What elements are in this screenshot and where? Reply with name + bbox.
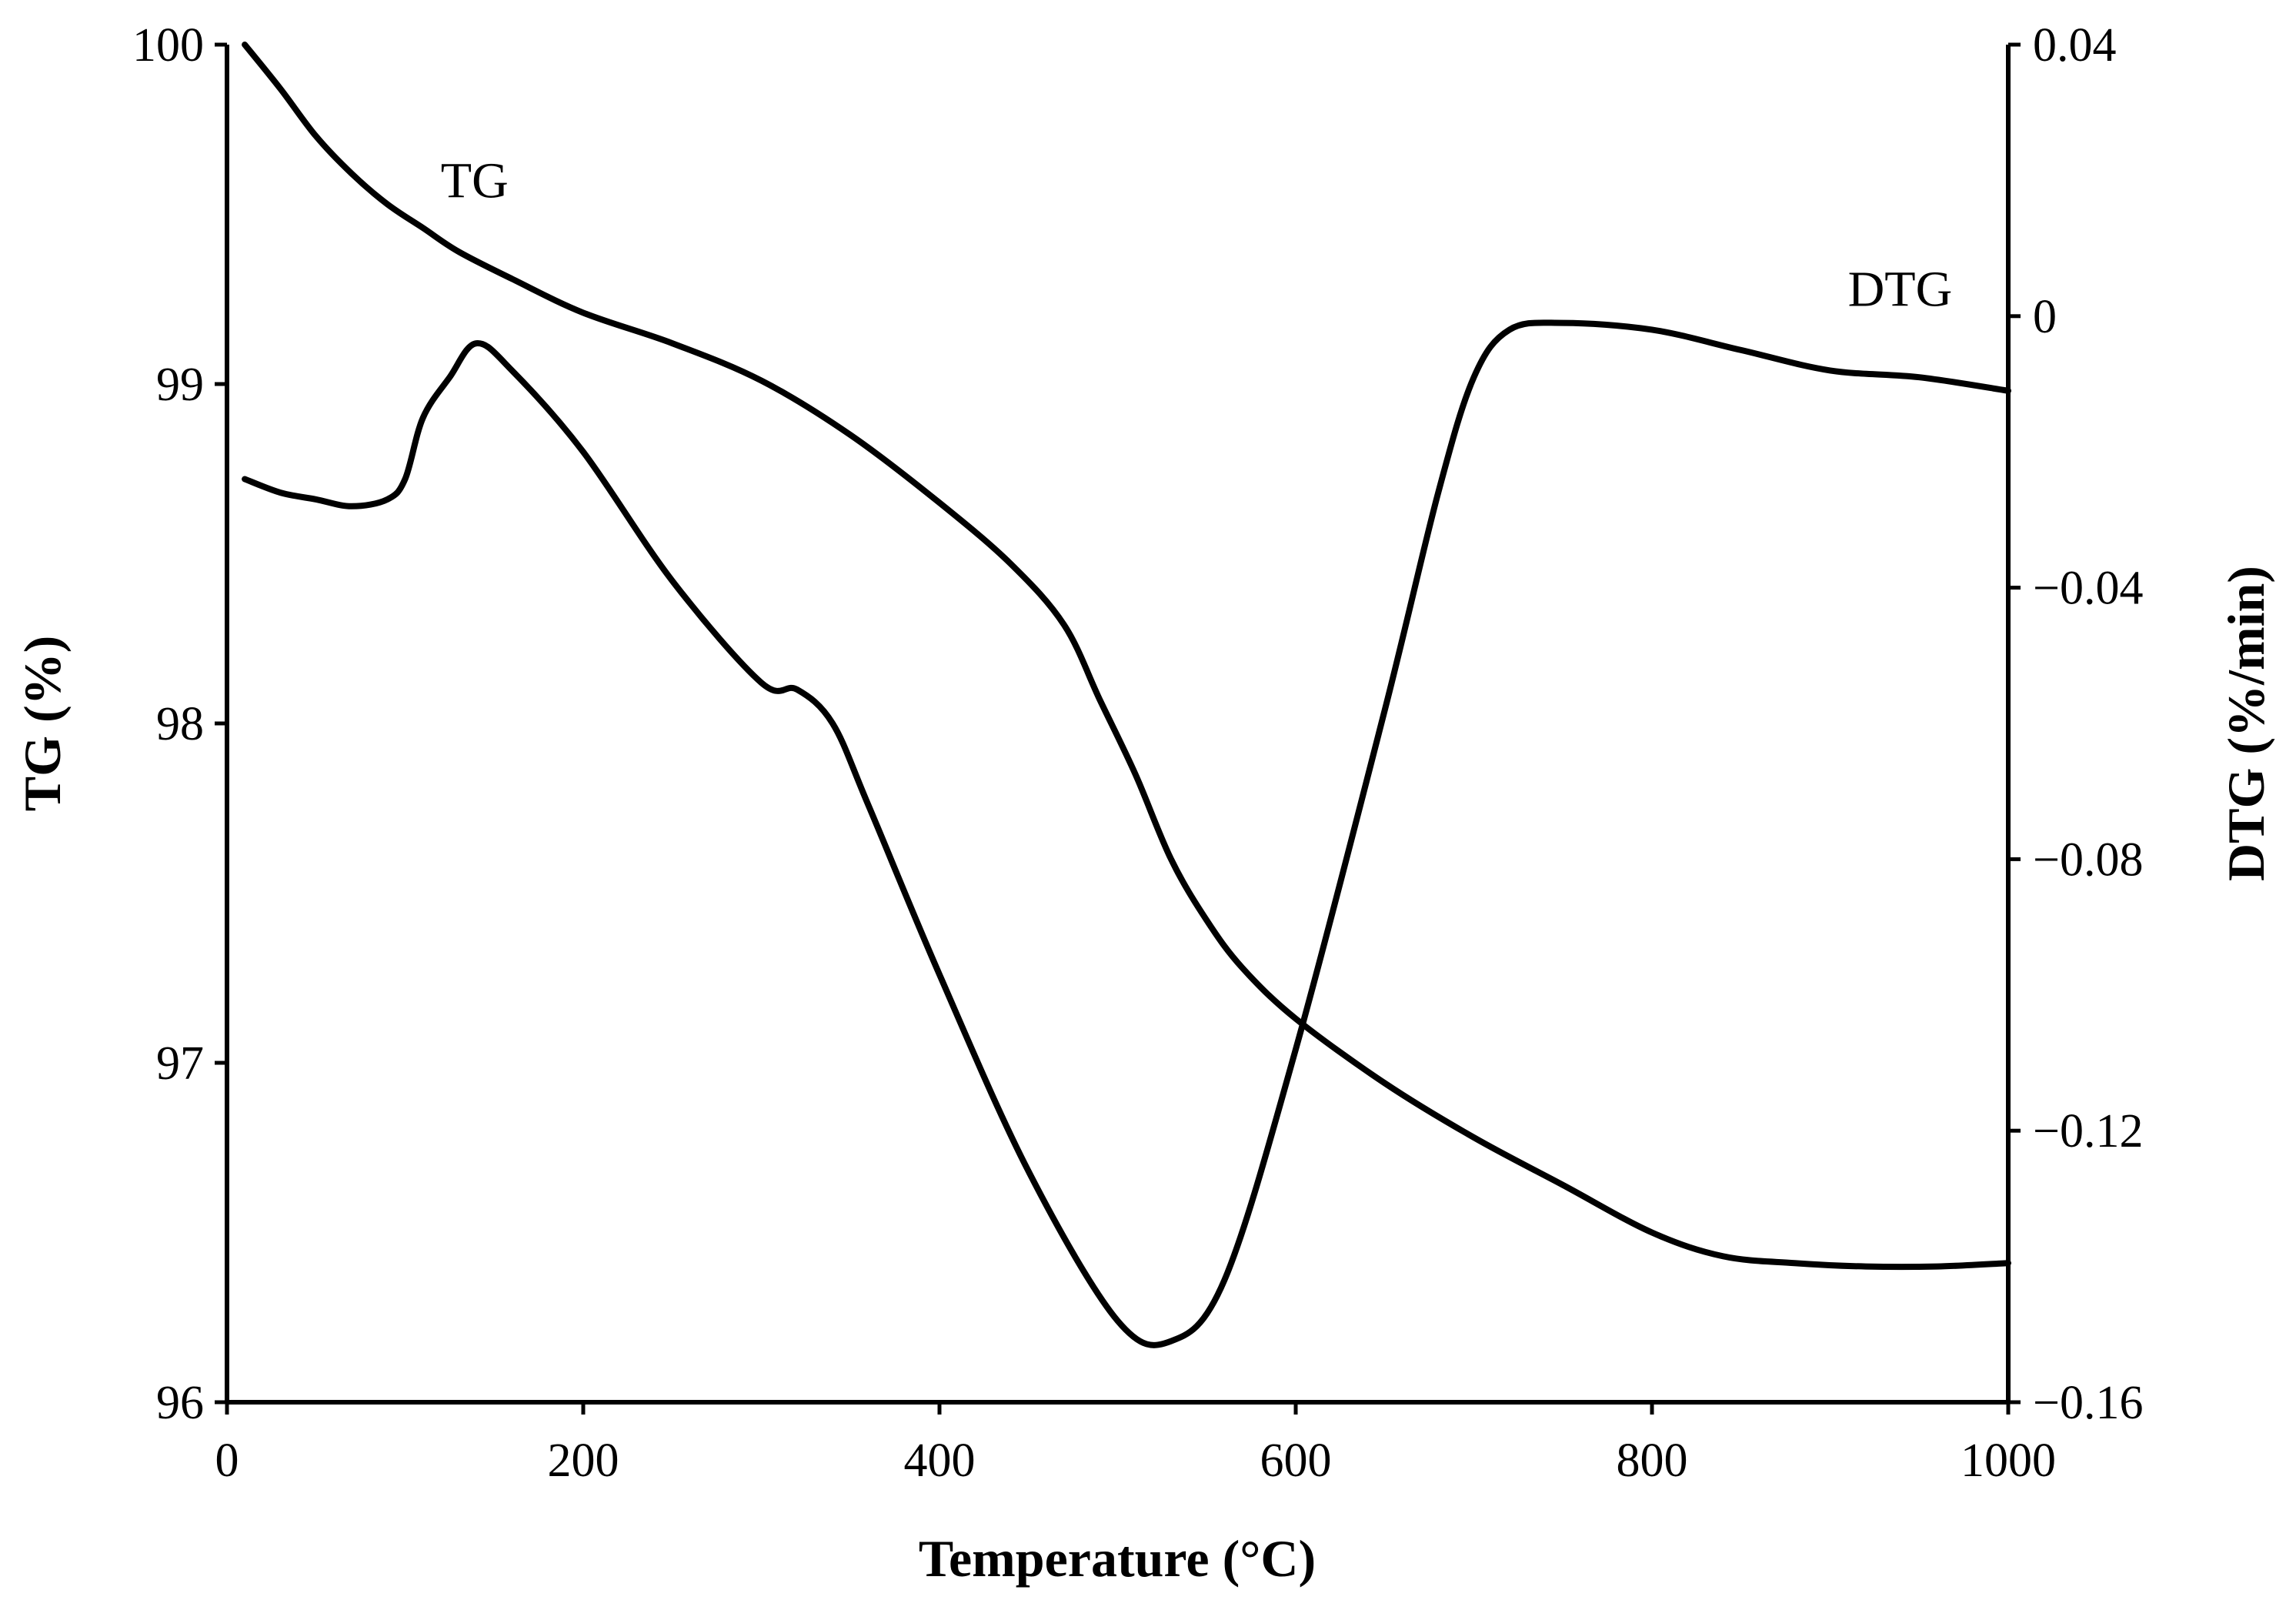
series-layer — [242, 42, 2011, 1348]
right-y-tick-label: −0.16 — [2033, 1377, 2143, 1429]
series-line-tg — [242, 42, 2011, 1271]
x-tick-label: 200 — [548, 1435, 619, 1487]
x-tick-label: 800 — [1617, 1435, 1688, 1487]
left-y-tick-label: 97 — [156, 1037, 204, 1090]
right-y-axis-title: DTG (%/min) — [2217, 566, 2275, 881]
x-tick-label: 0 — [215, 1435, 239, 1487]
x-tick-label: 600 — [1260, 1435, 1332, 1487]
right-y-tick-label: −0.08 — [2033, 833, 2143, 886]
right-y-tick-label: 0.04 — [2033, 19, 2117, 72]
right-y-tick-label: −0.04 — [2033, 563, 2143, 615]
x-tick-label: 400 — [904, 1435, 976, 1487]
left-y-axis-title: TG (%) — [13, 636, 72, 812]
left-y-tick-label: 100 — [132, 19, 204, 72]
x-tick-label: 1000 — [1961, 1435, 2056, 1487]
right-y-tick-label: 0 — [2033, 291, 2057, 343]
right-y-tick-label: −0.12 — [2033, 1105, 2143, 1157]
ticks-layer: 0 200 400 600 800 1000 96 97 98 99 100 −0.16 −0.12 −0… — [132, 19, 2143, 1487]
series-label-tg: TG — [441, 152, 509, 209]
left-y-tick-label: 98 — [156, 698, 204, 750]
annotation-layer: TG DTG — [441, 152, 1953, 317]
x-axis-title: Temperature (°C) — [919, 1529, 1316, 1588]
left-y-tick-label: 99 — [156, 359, 204, 411]
series-line-dtg — [242, 319, 2011, 1348]
left-y-tick-label: 96 — [156, 1377, 204, 1429]
series-label-dtg: DTG — [1848, 262, 1953, 318]
